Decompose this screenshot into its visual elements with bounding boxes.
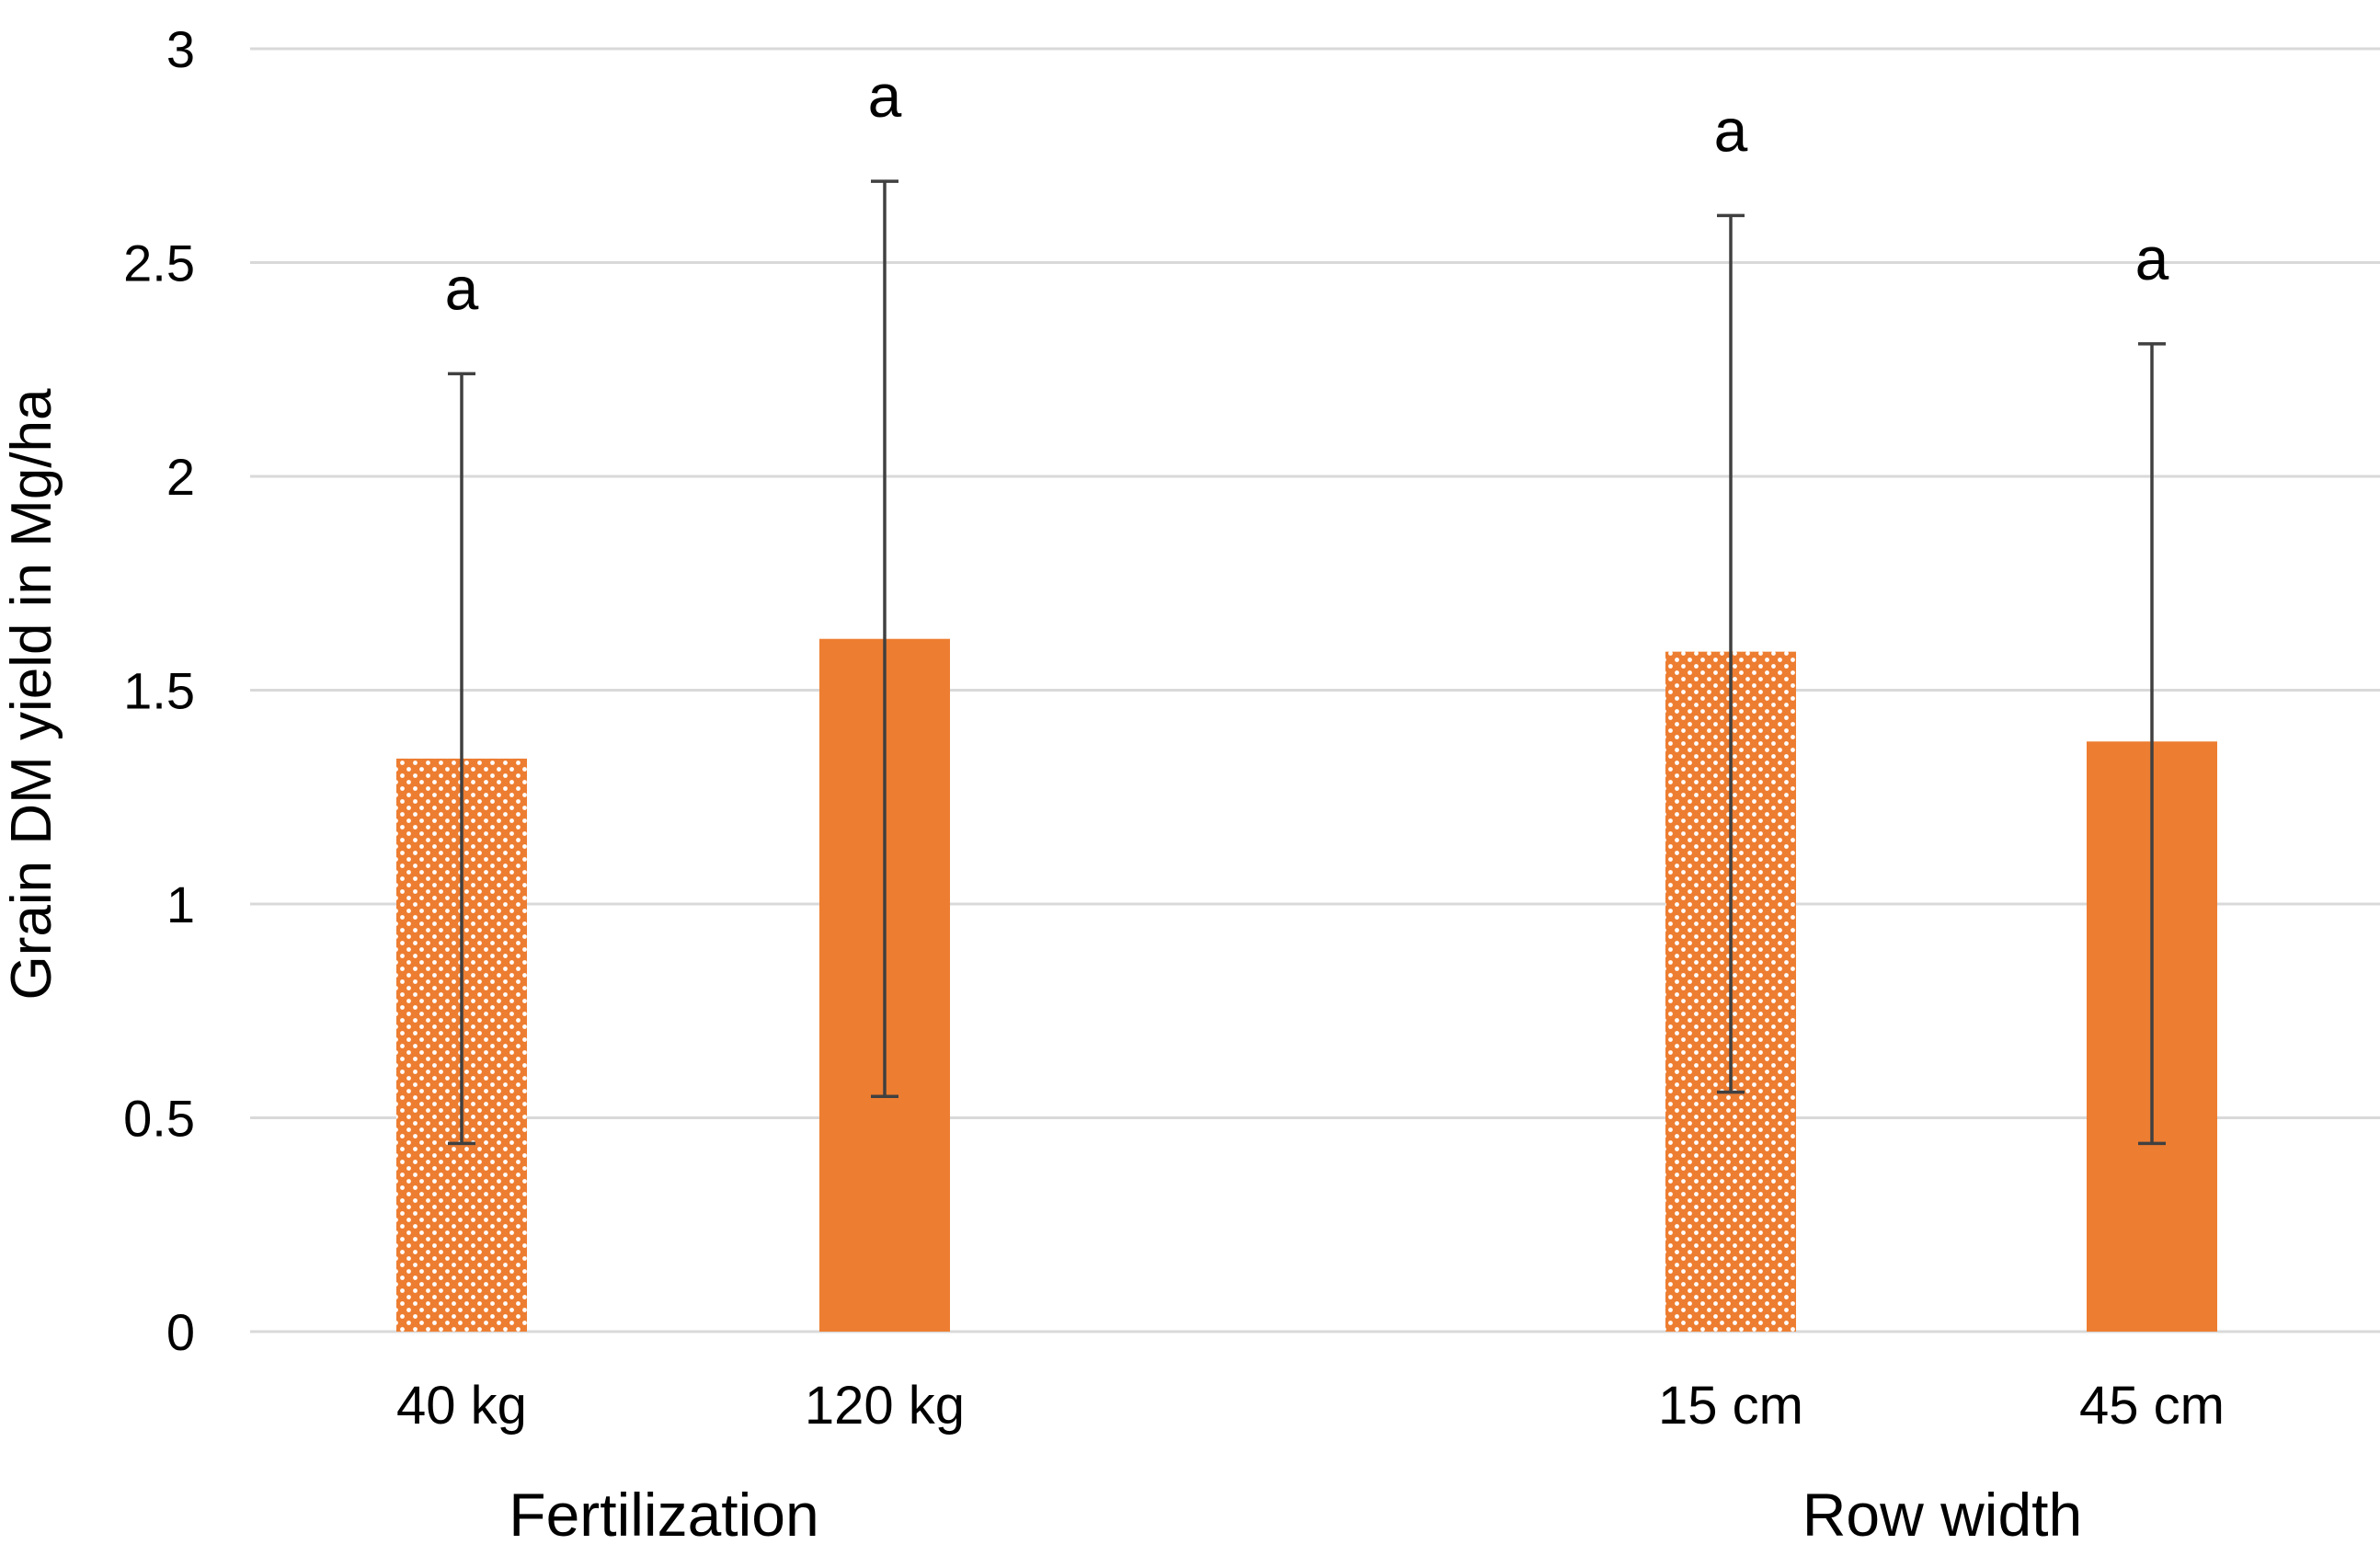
y-tick-label: 0	[166, 1303, 195, 1361]
x-group-label: Row width	[1802, 1481, 2082, 1549]
x-axis-category-labels: 40 kg 120 kg 15 cm 45 cm	[396, 1376, 2225, 1436]
y-tick-label: 1.5	[123, 662, 195, 720]
y-tick-label: 3	[166, 20, 195, 78]
significance-label: a	[445, 254, 479, 322]
bars	[396, 638, 2217, 1332]
x-tick-label: 40 kg	[396, 1376, 527, 1436]
y-axis-title: Grain DM yield in Mg/ha	[0, 388, 63, 1001]
y-tick-label: 2	[166, 448, 195, 506]
x-tick-label: 45 cm	[2079, 1376, 2225, 1436]
error-bars	[448, 179, 2166, 1146]
x-tick-label: 15 cm	[1658, 1376, 1803, 1436]
x-group-label: Fertilization	[509, 1481, 818, 1549]
y-tick-label: 1	[166, 875, 195, 933]
y-tick-label: 0.5	[123, 1090, 195, 1148]
x-axis-group-labels: Fertilization Row width	[509, 1481, 2082, 1549]
y-tick-label: 2.5	[123, 235, 195, 292]
significance-label: a	[2135, 224, 2169, 292]
x-tick-label: 120 kg	[805, 1376, 965, 1436]
significance-label: a	[868, 62, 902, 130]
y-axis-tick-labels: 0 0.5 1 1.5 2 2.5 3	[123, 20, 195, 1361]
significance-label: a	[1714, 96, 1748, 164]
gridlines	[250, 47, 2380, 1333]
significance-labels: a a a a	[445, 62, 2169, 322]
